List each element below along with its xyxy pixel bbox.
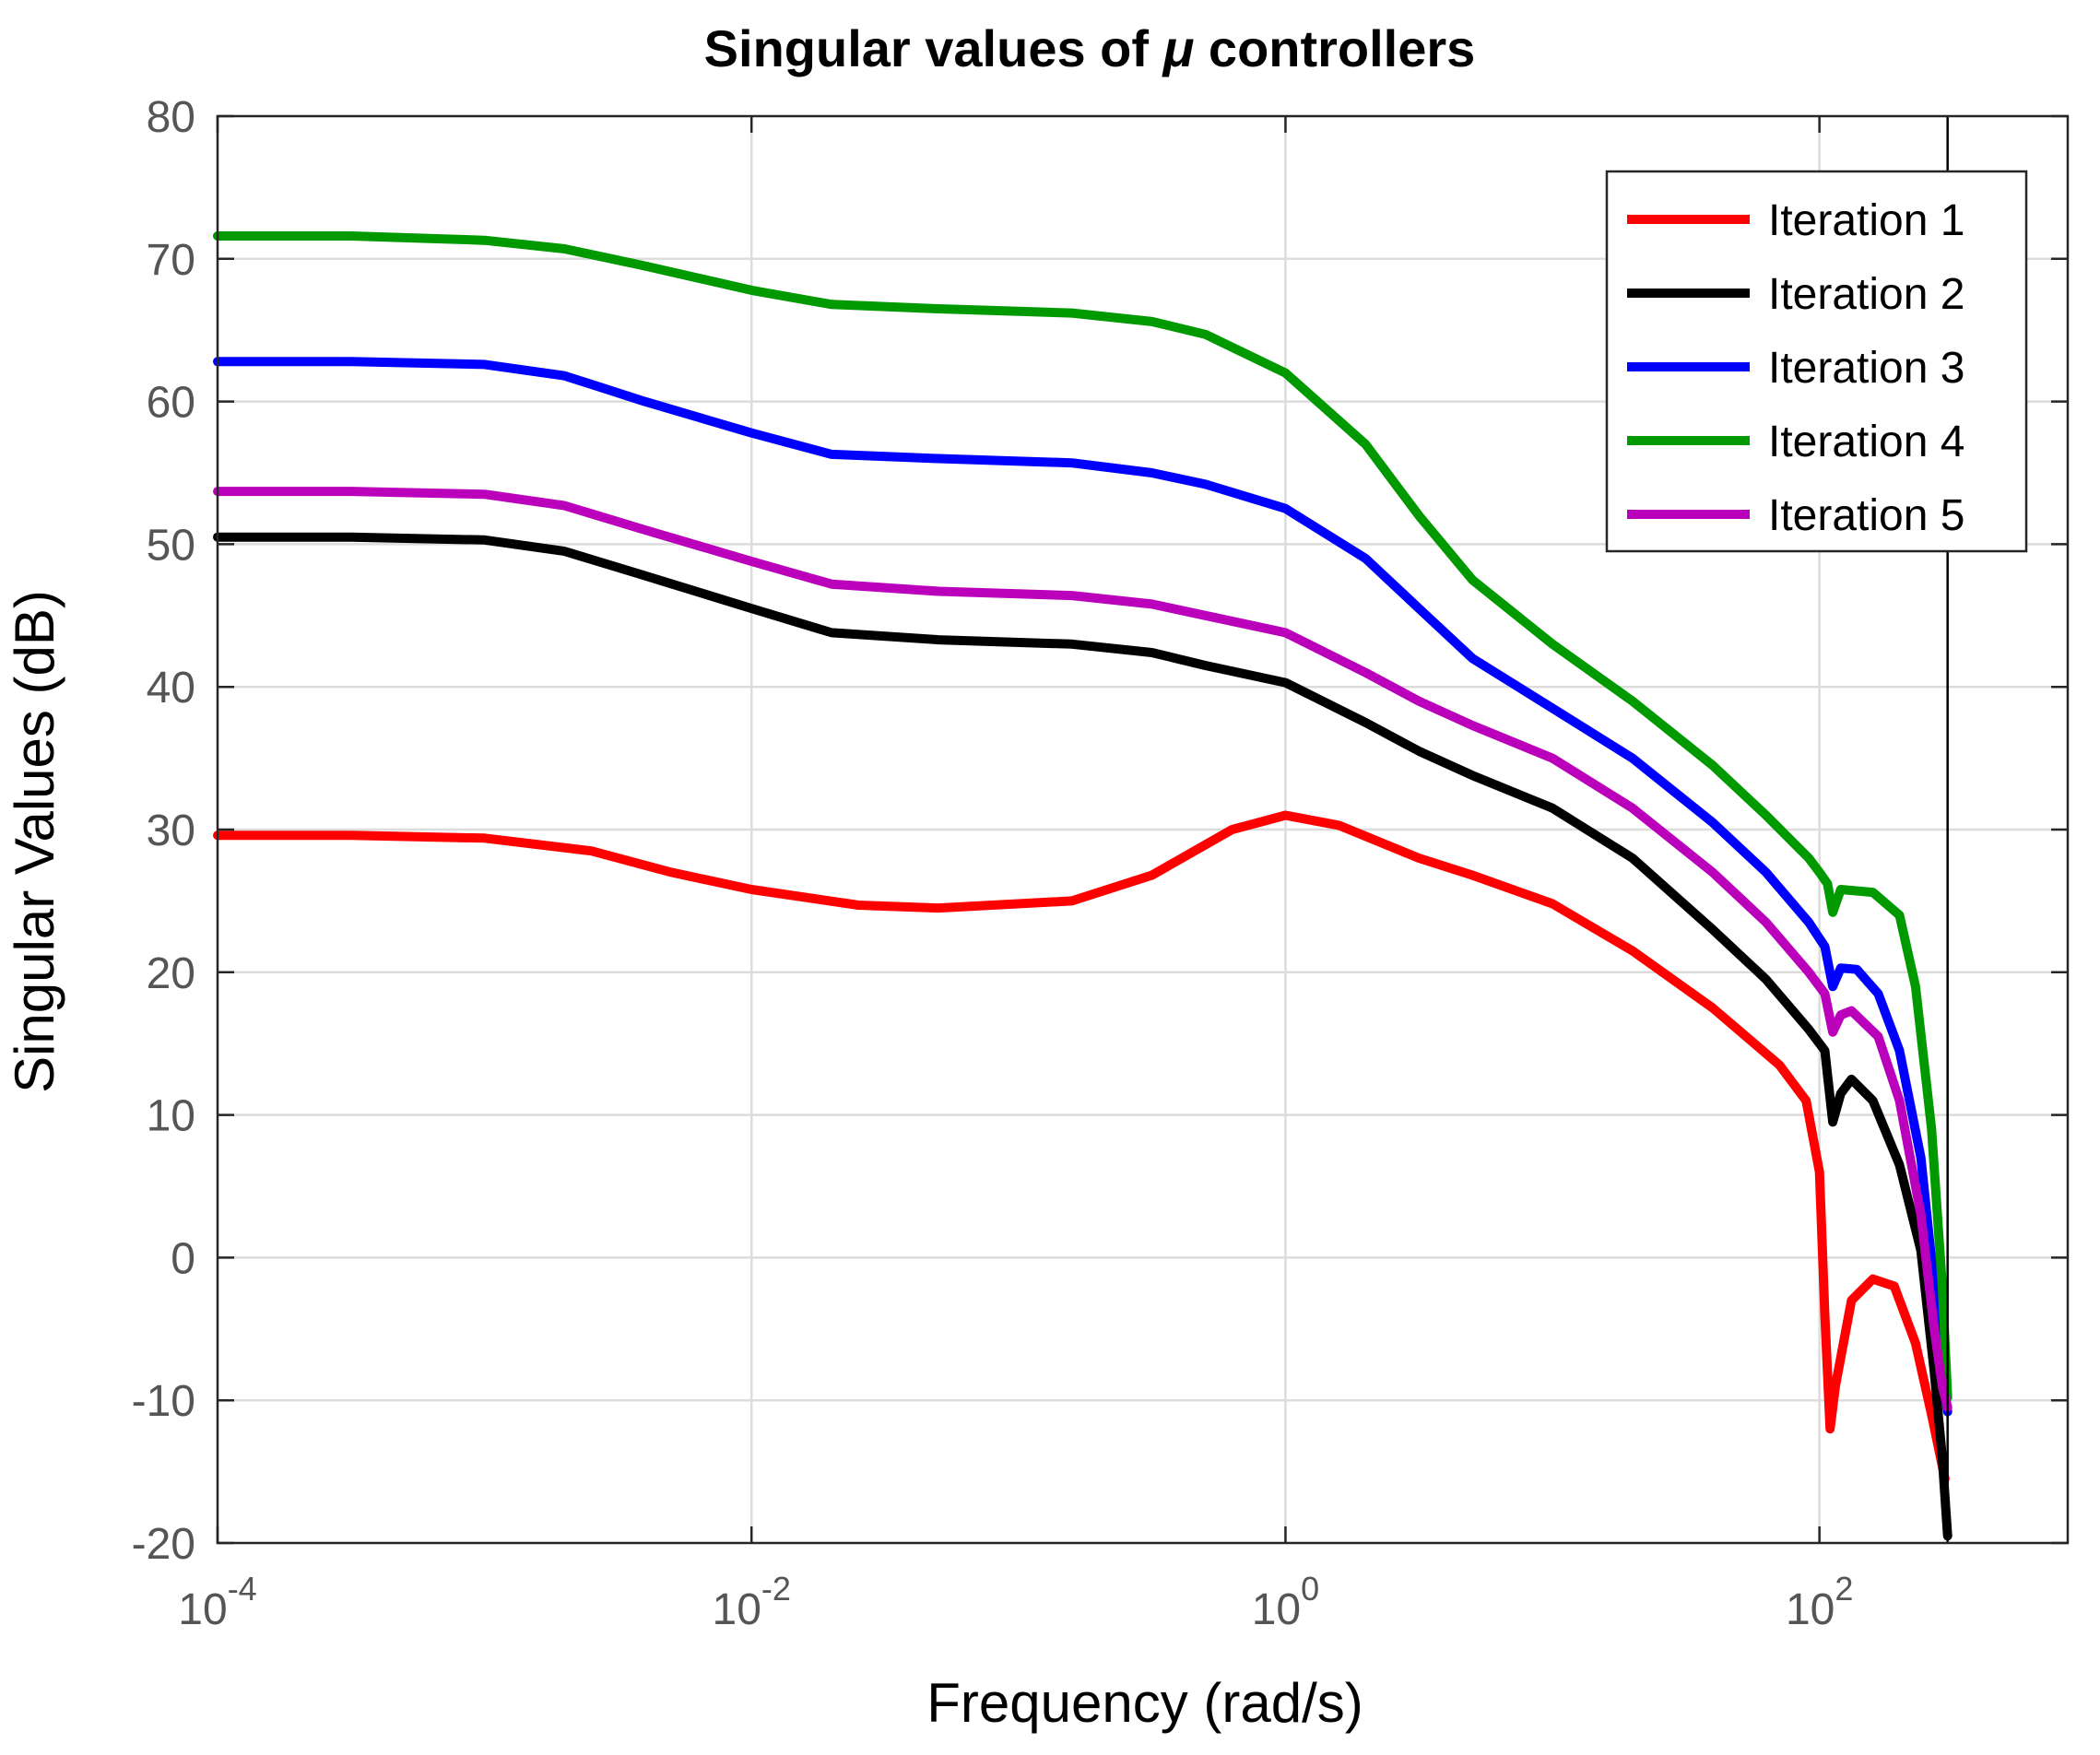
y-axis-label: Singular Values (dB) bbox=[4, 590, 65, 1093]
legend-entry: Iteration 1 bbox=[1768, 196, 1964, 245]
legend-entry: Iteration 2 bbox=[1768, 270, 1964, 319]
legend-box bbox=[1605, 170, 2028, 553]
y-tick-label: 10 bbox=[147, 1092, 195, 1141]
y-tick-label: 20 bbox=[147, 949, 195, 998]
series-line-iteration-5 bbox=[213, 487, 1953, 1412]
x-tick-label: 102 bbox=[1786, 1570, 1853, 1634]
y-tick-label: -10 bbox=[132, 1377, 195, 1426]
legend-entry: Iteration 5 bbox=[1768, 491, 1964, 540]
series-line-iteration-3 bbox=[213, 357, 1953, 1417]
chart-title: Singular values of μ controllers bbox=[704, 19, 1476, 77]
y-axis-ticks: 80 70 60 50 40 30 20 10 0 -10 -20 bbox=[132, 93, 2068, 1569]
x-axis-ticks: 10-4 10-2 100 102 bbox=[178, 116, 1853, 1634]
y-tick-label: 80 bbox=[147, 93, 195, 142]
legend-entry: Iteration 4 bbox=[1768, 418, 1964, 466]
series-line-iteration-2 bbox=[213, 532, 1953, 1541]
series-line-iteration-1 bbox=[213, 810, 1950, 1484]
y-tick-label: 30 bbox=[147, 807, 195, 855]
series-lines bbox=[213, 231, 1953, 1541]
y-tick-label: 50 bbox=[147, 521, 195, 570]
legend-entry: Iteration 3 bbox=[1768, 344, 1964, 393]
y-tick-label: 70 bbox=[147, 236, 195, 285]
legend: Iteration 1 Iteration 2 Iteration 3 Iterati… bbox=[1605, 170, 2028, 553]
x-axis-label: Frequency (rad/s) bbox=[926, 1672, 1363, 1734]
x-tick-label: 100 bbox=[1252, 1570, 1319, 1634]
series-line-iteration-4 bbox=[213, 231, 1953, 1403]
y-tick-label: 60 bbox=[147, 379, 195, 428]
x-tick-label: 10-2 bbox=[713, 1570, 791, 1634]
y-tick-label: 40 bbox=[147, 664, 195, 713]
x-tick-label: 10-4 bbox=[178, 1570, 256, 1634]
y-tick-label: -20 bbox=[132, 1520, 195, 1569]
y-tick-label: 0 bbox=[171, 1234, 195, 1283]
